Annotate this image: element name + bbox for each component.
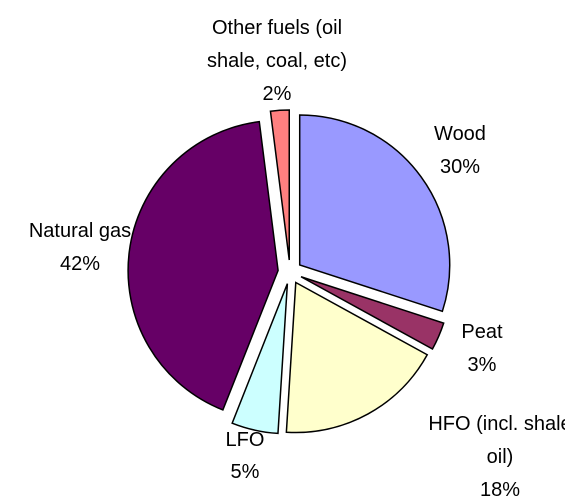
value-label: 30% xyxy=(439,156,481,178)
value-label: 2% xyxy=(262,83,292,105)
value-label: 18% xyxy=(479,479,521,498)
pie-slice xyxy=(285,281,429,434)
value-label: 5% xyxy=(230,461,260,483)
pie-slice xyxy=(231,283,289,435)
pie-slice xyxy=(298,114,451,313)
pie-slice xyxy=(269,109,290,261)
slice-label: Natural gas xyxy=(28,220,132,242)
slice-label: HFO (incl. shale oil) xyxy=(428,413,565,468)
pie-slice xyxy=(300,276,445,351)
slice-label: LFO xyxy=(225,429,265,451)
slice-label: Wood xyxy=(434,123,486,145)
slice-label: Peat xyxy=(461,321,503,343)
pie-slice xyxy=(127,120,279,411)
value-label: 3% xyxy=(467,354,497,376)
slice-label: Other fuels (oil shale, coal, etc) xyxy=(206,17,348,72)
value-label: 42% xyxy=(59,253,101,275)
